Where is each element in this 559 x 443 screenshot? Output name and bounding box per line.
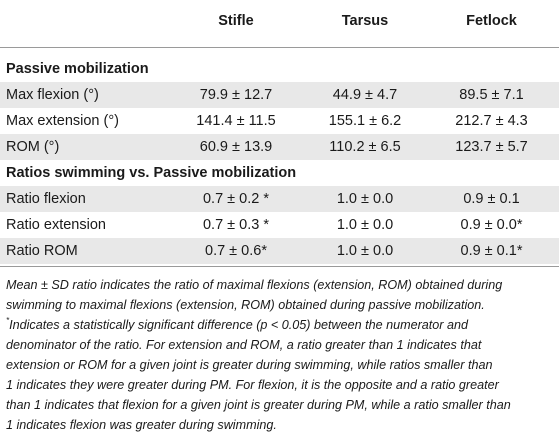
- cell-stifle: 141.4 ± 11.5: [196, 113, 276, 129]
- row-label: Ratio extension: [6, 217, 106, 233]
- table-header-row: Stifle Tarsus Fetlock: [0, 8, 559, 34]
- table-row: Ratio extension 0.7 ± 0.3 * 1.0 ± 0.0 0.…: [0, 212, 559, 238]
- cell-tarsus: 110.2 ± 6.5: [329, 139, 401, 155]
- row-label: Max extension (°): [6, 113, 119, 129]
- table-row: Max flexion (°) 79.9 ± 12.7 44.9 ± 4.7 8…: [0, 82, 559, 108]
- table-row: Ratio flexion 0.7 ± 0.2 * 1.0 ± 0.0 0.9 …: [0, 186, 559, 212]
- table-footnote: Mean ± SD ratio indicates the ratio of m…: [6, 275, 554, 435]
- cell-fetlock: 0.9 ± 0.0*: [460, 217, 523, 233]
- footnote-line: 1 indicates they were greater during PM.…: [6, 378, 499, 392]
- table-bottom-divider: [0, 266, 559, 267]
- row-label: Max flexion (°): [6, 87, 99, 103]
- cell-fetlock: 123.7 ± 5.7: [455, 139, 528, 155]
- footnote-line: *Indicates a statistically significant d…: [6, 315, 554, 335]
- footnote-line-text: Indicates a statistically significant di…: [9, 318, 469, 332]
- header-divider: [0, 47, 559, 48]
- section-title-ratios: Ratios swimming vs. Passive mobilization: [6, 165, 297, 181]
- cell-stifle: 0.7 ± 0.3 *: [202, 217, 269, 233]
- table-row: Max extension (°) 141.4 ± 11.5 155.1 ± 6…: [0, 108, 559, 134]
- header-stifle: Stifle: [218, 13, 254, 29]
- header-fetlock: Fetlock: [466, 13, 517, 29]
- cell-fetlock: 212.7 ± 4.3: [455, 113, 528, 129]
- header-tarsus: Tarsus: [341, 13, 389, 29]
- cell-fetlock: 0.9 ± 0.1: [463, 191, 520, 207]
- footnote-line: 1 indicates flexion was greater during s…: [6, 418, 277, 432]
- cell-stifle: 0.7 ± 0.2 *: [202, 191, 269, 207]
- row-label: Ratio flexion: [6, 191, 86, 207]
- footnote-star: *: [6, 316, 10, 325]
- cell-tarsus: 1.0 ± 0.0: [336, 217, 394, 233]
- footnote-line: Mean ± SD ratio indicates the ratio of m…: [6, 278, 503, 292]
- row-label: Ratio ROM: [6, 243, 78, 259]
- footnote-line: extension or ROM for a given joint is gr…: [6, 358, 493, 372]
- cell-fetlock: 0.9 ± 0.1*: [460, 243, 523, 259]
- cell-stifle: 60.9 ± 13.9: [199, 139, 273, 155]
- row-label: ROM (°): [6, 139, 60, 155]
- cell-stifle: 0.7 ± 0.6*: [205, 243, 267, 259]
- section-title-passive: Passive mobilization: [6, 61, 149, 77]
- footnote-line: swimming to maximal flexions (extension,…: [6, 298, 485, 312]
- cell-tarsus: 1.0 ± 0.0: [336, 191, 394, 207]
- cell-tarsus: 155.1 ± 6.2: [328, 113, 402, 129]
- cell-tarsus: 1.0 ± 0.0: [336, 243, 394, 259]
- cell-fetlock: 89.5 ± 7.1: [459, 87, 524, 103]
- cell-tarsus: 44.9 ± 4.7: [332, 87, 398, 103]
- cell-stifle: 79.9 ± 12.7: [199, 87, 273, 103]
- footnote-line: than 1 indicates that flexion for a give…: [6, 398, 511, 412]
- section-title-row: Passive mobilization: [0, 56, 559, 82]
- section-title-row: Ratios swimming vs. Passive mobilization: [0, 160, 559, 186]
- table-row: Ratio ROM 0.7 ± 0.6* 1.0 ± 0.0 0.9 ± 0.1…: [0, 238, 559, 264]
- footnote-line: denominator of the ratio. For extension …: [6, 338, 482, 352]
- table-row: ROM (°) 60.9 ± 13.9 110.2 ± 6.5 123.7 ± …: [0, 134, 559, 160]
